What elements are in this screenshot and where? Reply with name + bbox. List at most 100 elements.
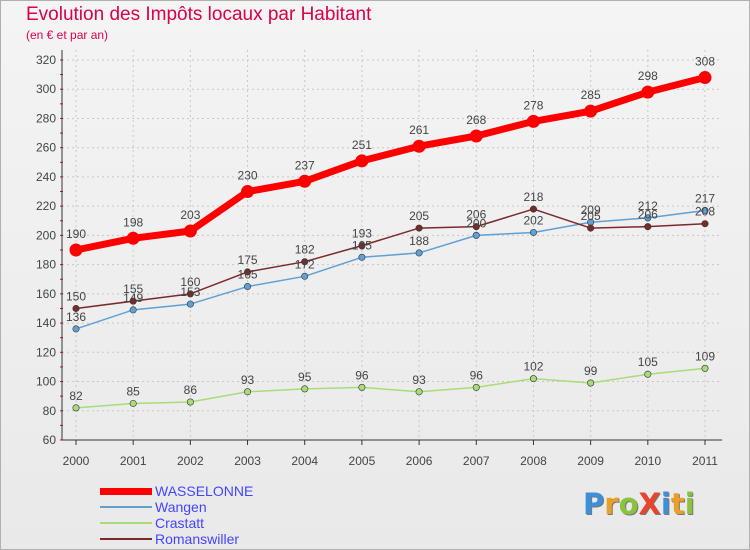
data-label-wangen-2011: 217	[695, 192, 715, 206]
series-line-crastatt	[75, 367, 706, 409]
series-point-romanswiller-2011	[701, 220, 709, 228]
series-point-wangen-2005	[358, 253, 366, 261]
data-label-wasselonne-2003: 230	[238, 169, 258, 183]
series-point-wasselonne-2001	[126, 231, 140, 245]
series-point-crastatt-2005	[358, 383, 366, 391]
series-point-crastatt-2002	[186, 398, 194, 406]
data-label-crastatt-2008: 102	[523, 360, 543, 374]
chart-title: Evolution des Impôts locaux par Habitant	[26, 4, 372, 25]
series-point-crastatt-2003	[244, 388, 252, 396]
series-point-wangen-2010	[644, 214, 652, 222]
series-point-crastatt-2006	[415, 388, 423, 396]
data-label-wasselonne-2008: 278	[523, 98, 543, 112]
data-label-romanswiller-2003: 175	[238, 253, 258, 267]
data-label-wasselonne-2000: 190	[66, 227, 86, 241]
x-tick-label-2006: 2006	[406, 454, 433, 468]
data-label-wangen-2007: 200	[466, 216, 486, 230]
series-point-wangen-2004	[301, 272, 309, 280]
series-point-wasselonne-2006	[412, 139, 426, 153]
series-point-wasselonne-2011	[698, 71, 712, 85]
y-tick-label-280: 280	[36, 111, 56, 125]
y-tick-label-260: 260	[36, 141, 56, 155]
data-label-romanswiller-2000: 150	[66, 289, 86, 303]
data-label-wangen-2003: 165	[238, 268, 258, 282]
y-tick-label-200: 200	[36, 228, 56, 242]
series-point-crastatt-2010	[644, 370, 652, 378]
series-point-crastatt-2009	[587, 379, 595, 387]
data-label-romanswiller-2008: 218	[523, 190, 543, 204]
data-label-wasselonne-2010: 298	[638, 69, 658, 83]
data-label-crastatt-2009: 99	[584, 364, 598, 378]
legend-swatch	[100, 506, 152, 508]
legend-label: Romanswiller	[155, 531, 240, 547]
x-tick-label-2004: 2004	[291, 454, 318, 468]
x-tick-label-2001: 2001	[120, 454, 147, 468]
data-label-romanswiller-2007: 206	[466, 208, 486, 222]
series-point-romanswiller-2005	[358, 242, 366, 250]
series-point-romanswiller-2001	[129, 297, 137, 305]
data-label-wangen-2004: 172	[295, 257, 315, 271]
x-tick-label-2011: 2011	[692, 454, 718, 468]
x-tick-label-2000: 2000	[63, 454, 90, 468]
series-point-wangen-2000	[72, 325, 80, 333]
data-label-crastatt-2004: 95	[298, 370, 312, 384]
x-tick-label-2009: 2009	[577, 454, 604, 468]
series-point-wangen-2007	[472, 231, 480, 239]
x-tick-label-2008: 2008	[520, 454, 547, 468]
y-tick-label-300: 300	[36, 82, 56, 96]
series-point-wasselonne-2005	[355, 154, 369, 168]
series-line-romanswiller	[75, 208, 706, 310]
series-point-wasselonne-2003	[241, 185, 255, 199]
data-label-crastatt-2003: 93	[241, 373, 255, 387]
data-label-wangen-2001: 149	[123, 291, 143, 305]
series-point-crastatt-2008	[529, 375, 537, 383]
data-label-romanswiller-2011: 208	[695, 205, 715, 219]
x-tick-label-2010: 2010	[634, 454, 661, 468]
series-point-romanswiller-2003	[244, 268, 252, 276]
data-label-wangen-2009: 209	[581, 203, 601, 217]
series-point-crastatt-2001	[129, 399, 137, 407]
data-label-wasselonne-2004: 237	[295, 158, 315, 172]
series-point-crastatt-2000	[72, 404, 80, 412]
series-point-wangen-2001	[129, 306, 137, 314]
y-tick-label-80: 80	[43, 404, 57, 418]
data-label-crastatt-2007: 96	[470, 368, 484, 382]
data-label-romanswiller-2009: 205	[581, 209, 601, 223]
series-point-romanswiller-2006	[415, 224, 423, 232]
data-label-crastatt-2001: 85	[127, 384, 141, 398]
series-point-romanswiller-2000	[72, 304, 80, 312]
y-tick-label-240: 240	[36, 170, 56, 184]
data-label-romanswiller-2006: 205	[409, 209, 429, 223]
data-label-wasselonne-2005: 251	[352, 138, 372, 152]
data-label-romanswiller-2001: 155	[123, 282, 143, 296]
x-tick-label-2003: 2003	[234, 454, 261, 468]
legend-swatch	[100, 522, 152, 524]
data-label-crastatt-2011: 109	[695, 349, 715, 363]
data-label-wangen-2010: 212	[638, 199, 658, 213]
series-point-wangen-2003	[244, 283, 252, 291]
data-label-romanswiller-2010: 206	[638, 208, 658, 222]
series-point-wasselonne-2004	[298, 174, 312, 188]
series-point-romanswiller-2004	[301, 258, 309, 266]
data-label-wasselonne-2007: 268	[466, 113, 486, 127]
x-tick-label-2002: 2002	[177, 454, 204, 468]
y-tick-label-160: 160	[36, 287, 56, 301]
series-point-wasselonne-2000	[69, 243, 83, 257]
legend-label: Wangen	[155, 499, 207, 515]
y-tick-label-220: 220	[36, 199, 56, 213]
legend-label: WASSELONNE	[155, 483, 254, 499]
series-point-wasselonne-2010	[641, 85, 655, 99]
data-label-wasselonne-2011: 308	[695, 55, 715, 69]
series-point-crastatt-2007	[472, 383, 480, 391]
series-point-romanswiller-2007	[472, 223, 480, 231]
data-label-romanswiller-2004: 182	[295, 243, 315, 257]
x-tick-label-2007: 2007	[463, 454, 490, 468]
legend-swatch	[100, 487, 152, 495]
y-tick-label-120: 120	[36, 345, 56, 359]
y-tick-label-180: 180	[36, 258, 56, 272]
data-label-romanswiller-2005: 193	[352, 227, 372, 241]
series-point-wangen-2011	[701, 207, 709, 215]
y-tick-label-60: 60	[43, 433, 57, 447]
